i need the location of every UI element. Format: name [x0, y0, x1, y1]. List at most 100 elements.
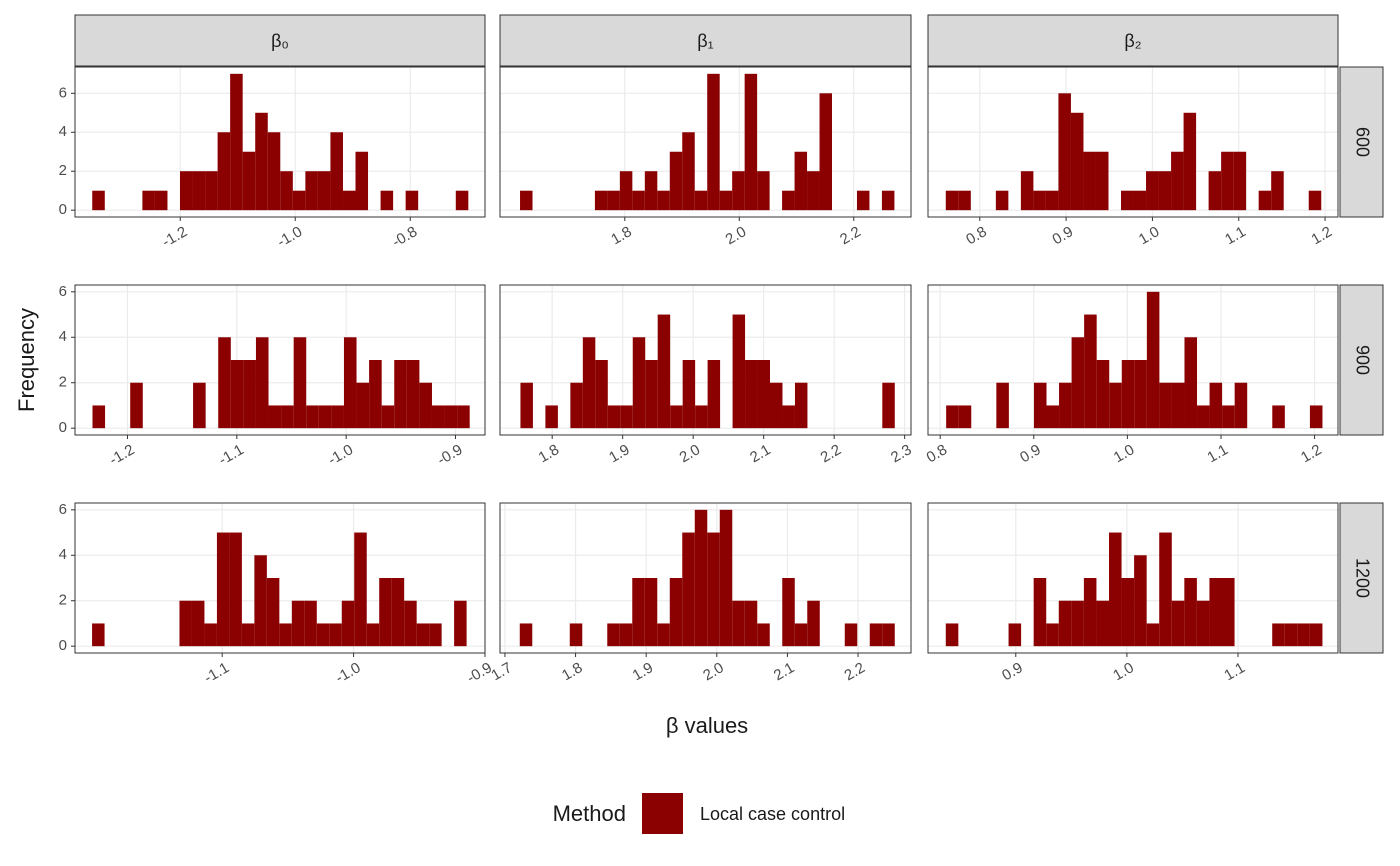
facet-strip [1339, 66, 1384, 218]
bar [1071, 337, 1085, 429]
bar [1183, 112, 1197, 211]
x-tick-label: 1.0 [1110, 659, 1137, 684]
bar [669, 151, 683, 211]
bar [1171, 600, 1185, 647]
bar [946, 405, 959, 429]
x-tick-label: -1.0 [274, 223, 305, 251]
bar [570, 382, 583, 429]
bar [1271, 171, 1284, 211]
bar [1146, 291, 1160, 429]
x-tick-label: 0.9 [1017, 441, 1044, 466]
bar [670, 405, 683, 429]
bar [1133, 190, 1147, 211]
bar [669, 578, 683, 647]
x-tick-label: 2.1 [747, 441, 774, 466]
bar [995, 190, 1009, 211]
bar [594, 190, 608, 211]
facet-strip [927, 14, 1339, 67]
bar [1221, 151, 1234, 211]
bar [342, 190, 356, 211]
x-tick-label: 2.2 [837, 223, 864, 248]
bar [366, 623, 380, 647]
bar [757, 360, 771, 429]
x-tick-label: 0.8 [924, 441, 951, 466]
bar [807, 171, 820, 211]
bar [130, 382, 143, 429]
y-tick-label: 2 [59, 592, 67, 609]
x-tick-label: -1.1 [201, 659, 232, 687]
x-tick-label: 1.0 [1111, 441, 1138, 466]
bar [1046, 623, 1059, 647]
bar [217, 132, 231, 211]
bar [945, 190, 959, 211]
bar [343, 337, 357, 429]
bar [1171, 151, 1184, 211]
y-tick-label: 6 [59, 283, 67, 300]
facet-label: 900 [1352, 345, 1372, 375]
bar [1070, 112, 1084, 211]
facet-strip [499, 14, 912, 67]
facet-strip [1339, 284, 1384, 436]
bar [1184, 578, 1197, 647]
bar [1233, 151, 1247, 211]
bar [267, 132, 281, 211]
y-tick-label: 6 [59, 84, 67, 101]
bar [216, 532, 230, 647]
facet-label: β₂ [1124, 31, 1141, 51]
bar [782, 578, 795, 647]
bar [1020, 171, 1034, 211]
panel-border [927, 502, 1339, 654]
bar [632, 337, 646, 429]
bar [279, 623, 292, 647]
bar [204, 623, 217, 647]
bar [657, 623, 670, 647]
facet-label: β₁ [697, 31, 713, 51]
bar [1184, 337, 1198, 429]
bar [707, 360, 721, 429]
bar [1309, 623, 1323, 647]
bar [142, 190, 155, 211]
y-tick-label: 4 [59, 123, 67, 140]
bar [205, 171, 218, 211]
bar [1046, 405, 1060, 429]
bar [794, 151, 808, 211]
x-tick-label: -1.2 [159, 223, 190, 251]
bar [1158, 171, 1172, 211]
x-tick-label: 1.9 [630, 659, 657, 684]
bar [996, 382, 1009, 429]
bar [1272, 405, 1285, 429]
panel-border [499, 502, 912, 654]
bar [1234, 382, 1248, 429]
bar [192, 171, 206, 211]
bar [881, 190, 895, 211]
bar [520, 190, 533, 211]
bar [293, 337, 307, 429]
bar [254, 555, 267, 647]
bar [416, 623, 430, 647]
bar [405, 190, 419, 211]
bar [305, 171, 318, 211]
bar [732, 314, 746, 429]
x-tick-label: 2.1 [771, 659, 798, 684]
bar [1071, 600, 1084, 647]
facet-label: 600 [1352, 127, 1372, 157]
bar [607, 405, 621, 429]
bar [607, 190, 620, 211]
bar [1272, 623, 1285, 647]
bar [819, 93, 833, 211]
x-tick-label: 2.3 [888, 441, 915, 466]
bar [266, 578, 280, 647]
bar [1033, 190, 1046, 211]
bar [1109, 532, 1122, 647]
bar [230, 73, 243, 211]
bar [657, 314, 671, 429]
bar [1084, 314, 1097, 429]
bar [306, 405, 319, 429]
x-tick-label: -1.1 [216, 441, 247, 469]
bar [1146, 171, 1159, 211]
bar [92, 405, 106, 429]
bar [1121, 360, 1135, 429]
bar [1083, 151, 1096, 211]
x-axis-label: β values [666, 713, 748, 738]
bar [406, 360, 420, 429]
